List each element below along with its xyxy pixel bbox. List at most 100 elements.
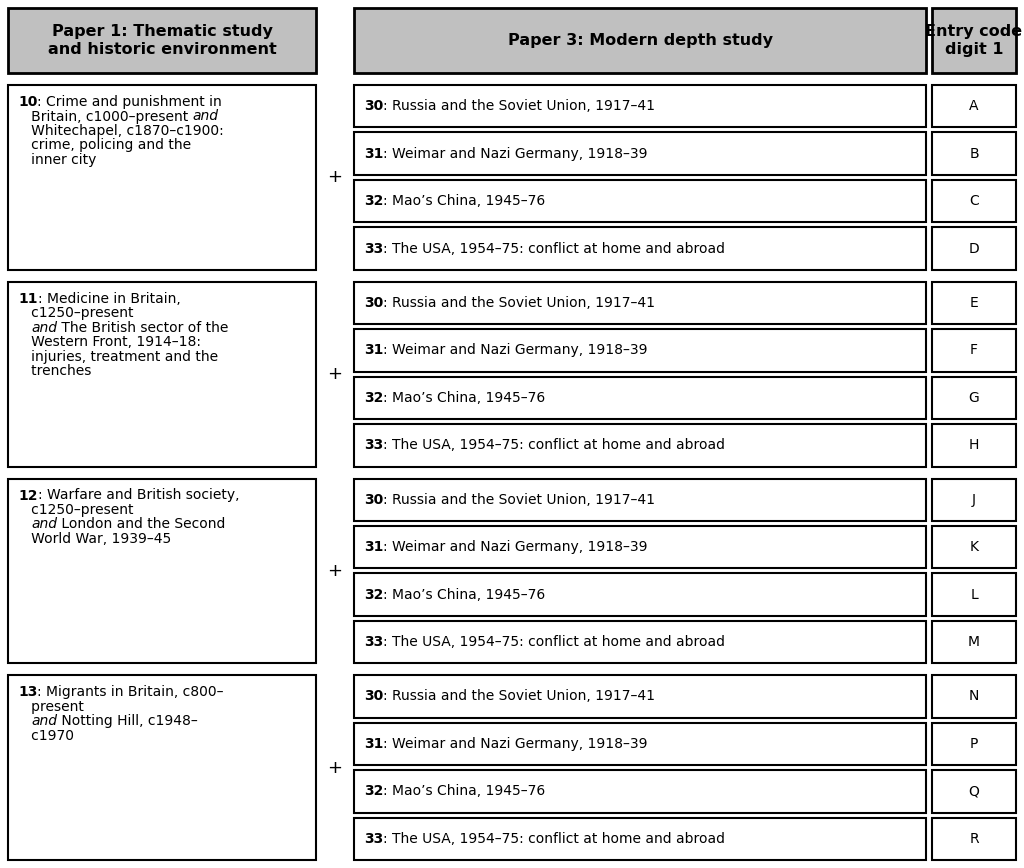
Text: 32: 32 <box>364 194 383 208</box>
Bar <box>932 526 1016 569</box>
Text: 33: 33 <box>364 241 383 255</box>
Bar <box>354 621 926 663</box>
Text: G: G <box>969 391 979 404</box>
Text: L: L <box>970 588 978 602</box>
Bar <box>354 227 926 270</box>
Text: Whitechapel, c1870–c1900:: Whitechapel, c1870–c1900: <box>18 124 224 138</box>
Bar <box>932 478 1016 521</box>
Text: 31: 31 <box>364 737 383 751</box>
Text: : Migrants in Britain, c800–: : Migrants in Britain, c800– <box>37 685 224 700</box>
Text: : The USA, 1954–75: conflict at home and abroad: : The USA, 1954–75: conflict at home and… <box>383 832 725 845</box>
Bar <box>354 8 926 73</box>
Bar <box>932 329 1016 372</box>
Text: 31: 31 <box>364 344 383 358</box>
Bar <box>354 282 926 324</box>
Text: : Mao’s China, 1945–76: : Mao’s China, 1945–76 <box>383 391 546 404</box>
Text: The British sector of the: The British sector of the <box>57 321 228 335</box>
Bar <box>354 770 926 812</box>
Bar <box>932 675 1016 718</box>
Text: D: D <box>969 241 979 255</box>
Text: trenches: trenches <box>18 365 91 378</box>
Text: : Mao’s China, 1945–76: : Mao’s China, 1945–76 <box>383 785 546 799</box>
Text: : Russia and the Soviet Union, 1917–41: : Russia and the Soviet Union, 1917–41 <box>383 689 655 703</box>
Bar <box>8 85 316 270</box>
Bar <box>932 180 1016 222</box>
Bar <box>932 85 1016 128</box>
Text: : Crime and punishment in: : Crime and punishment in <box>37 95 222 109</box>
Bar <box>354 329 926 372</box>
Text: 31: 31 <box>364 540 383 554</box>
Text: : Weimar and Nazi Germany, 1918–39: : Weimar and Nazi Germany, 1918–39 <box>383 737 648 751</box>
Bar <box>8 675 316 860</box>
Text: Britain, c1000–present: Britain, c1000–present <box>18 109 193 123</box>
Text: +: + <box>328 365 342 383</box>
Bar <box>354 377 926 419</box>
Bar <box>932 424 1016 466</box>
Text: 30: 30 <box>364 689 383 703</box>
Text: C: C <box>969 194 979 208</box>
Text: crime, policing and the: crime, policing and the <box>18 139 191 153</box>
Text: 33: 33 <box>364 635 383 649</box>
Text: K: K <box>970 540 979 554</box>
Text: inner city: inner city <box>18 153 96 167</box>
Text: Q: Q <box>969 785 979 799</box>
Text: +: + <box>328 562 342 580</box>
Text: World War, 1939–45: World War, 1939–45 <box>18 532 171 546</box>
Text: F: F <box>970 344 978 358</box>
Bar <box>354 180 926 222</box>
Text: c1970: c1970 <box>18 729 74 743</box>
Text: Western Front, 1914–18:: Western Front, 1914–18: <box>18 335 201 349</box>
Text: H: H <box>969 438 979 452</box>
Bar <box>354 85 926 128</box>
Bar <box>932 818 1016 860</box>
Text: 33: 33 <box>364 438 383 452</box>
Bar <box>932 8 1016 73</box>
Bar <box>932 227 1016 270</box>
Text: c1250–present: c1250–present <box>18 503 133 517</box>
Text: present: present <box>18 700 84 713</box>
Text: 30: 30 <box>364 493 383 507</box>
Text: : Russia and the Soviet Union, 1917–41: : Russia and the Soviet Union, 1917–41 <box>383 493 655 507</box>
Bar <box>8 478 316 663</box>
Bar <box>354 424 926 466</box>
Text: N: N <box>969 689 979 703</box>
Text: J: J <box>972 493 976 507</box>
Text: A: A <box>970 99 979 113</box>
Text: 11: 11 <box>18 292 38 306</box>
Text: London and the Second: London and the Second <box>57 517 225 531</box>
Bar <box>354 818 926 860</box>
Bar <box>932 621 1016 663</box>
Text: : Russia and the Soviet Union, 1917–41: : Russia and the Soviet Union, 1917–41 <box>383 296 655 310</box>
Text: 32: 32 <box>364 588 383 602</box>
Text: R: R <box>969 832 979 845</box>
Text: Paper 3: Modern depth study: Paper 3: Modern depth study <box>508 33 772 48</box>
Bar <box>354 675 926 718</box>
Bar <box>932 377 1016 419</box>
Bar <box>932 770 1016 812</box>
Text: : The USA, 1954–75: conflict at home and abroad: : The USA, 1954–75: conflict at home and… <box>383 438 725 452</box>
Text: 12: 12 <box>18 489 38 503</box>
Text: 10: 10 <box>18 95 37 109</box>
Text: 13: 13 <box>18 685 37 700</box>
Text: and: and <box>31 321 57 335</box>
Text: 32: 32 <box>364 785 383 799</box>
Bar <box>354 526 926 569</box>
Text: : Warfare and British society,: : Warfare and British society, <box>38 489 239 503</box>
Text: 32: 32 <box>364 391 383 404</box>
Bar <box>8 282 316 466</box>
Text: M: M <box>968 635 980 649</box>
Text: +: + <box>328 168 342 187</box>
Text: E: E <box>970 296 978 310</box>
Text: : Mao’s China, 1945–76: : Mao’s China, 1945–76 <box>383 588 546 602</box>
Text: and: and <box>31 714 57 728</box>
Text: 31: 31 <box>364 147 383 161</box>
Text: and: and <box>31 517 57 531</box>
Text: 30: 30 <box>364 99 383 113</box>
Text: P: P <box>970 737 978 751</box>
Text: c1250–present: c1250–present <box>18 306 133 320</box>
Text: injuries, treatment and the: injuries, treatment and the <box>18 350 218 364</box>
Bar <box>932 282 1016 324</box>
Text: 30: 30 <box>364 296 383 310</box>
Text: 33: 33 <box>364 832 383 845</box>
Text: Entry code
digit 1: Entry code digit 1 <box>926 24 1023 56</box>
